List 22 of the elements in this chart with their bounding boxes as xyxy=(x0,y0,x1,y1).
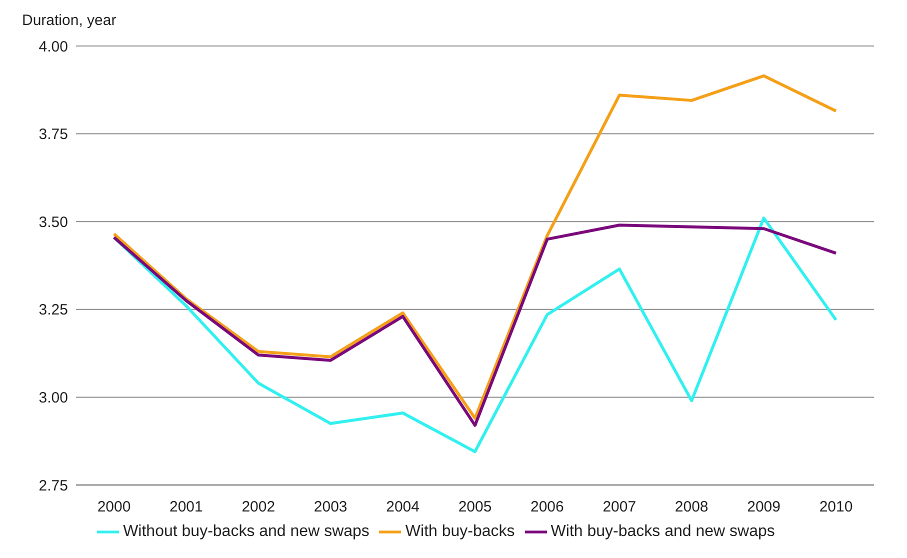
x-tick-label: 2008 xyxy=(674,498,708,516)
y-tick-label: 2.75 xyxy=(38,477,68,494)
line-series xyxy=(112,74,838,420)
x-tick-label: 2010 xyxy=(819,498,853,516)
x-tick-label: 2009 xyxy=(747,498,780,516)
x-tick-label: 2006 xyxy=(530,498,564,516)
x-tick-label: 2000 xyxy=(97,498,131,516)
x-tick-label: 2003 xyxy=(314,498,348,516)
legend-label: Without buy-backs and new swaps xyxy=(123,523,370,540)
y-tick-label: 3.00 xyxy=(38,390,68,407)
y-axis-title: Duration, year xyxy=(22,12,116,29)
x-tick-label: 2002 xyxy=(242,498,276,516)
y-tick-label: 3.75 xyxy=(38,126,68,144)
y-tick-label: 3.50 xyxy=(38,214,68,231)
legend-label: With buy-backs xyxy=(405,523,515,540)
legend-label: With buy-backs and new swaps xyxy=(550,523,775,540)
y-tick-label: 3.25 xyxy=(38,302,68,319)
x-tick-label: 2004 xyxy=(386,498,420,516)
x-tick-label: 2005 xyxy=(458,498,492,516)
y-tick-label: 4.00 xyxy=(38,38,68,56)
x-tick-label: 2001 xyxy=(170,498,203,516)
x-tick-label: 2007 xyxy=(602,498,636,516)
